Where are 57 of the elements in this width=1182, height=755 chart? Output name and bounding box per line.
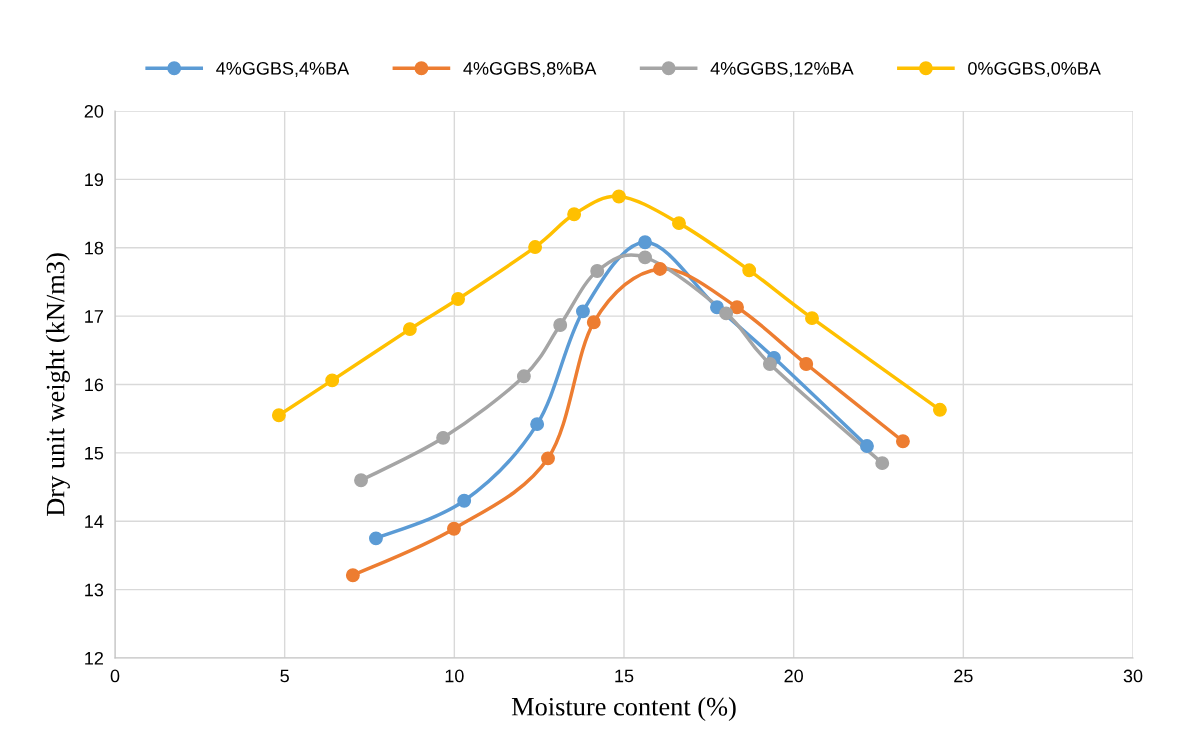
legend-label: 0%GGBS,0%BA bbox=[968, 61, 1101, 77]
point bbox=[710, 300, 724, 315]
point bbox=[354, 473, 368, 488]
y-axis-title: Dry unit weight (kN/m3) bbox=[45, 253, 70, 517]
point bbox=[638, 235, 652, 250]
x-tick-label: 15 bbox=[615, 669, 634, 683]
x-tick-label: 10 bbox=[445, 669, 464, 683]
point bbox=[575, 304, 590, 319]
point bbox=[860, 439, 874, 453]
y-tick-label: 18 bbox=[85, 241, 104, 255]
point bbox=[541, 451, 555, 466]
legend-label: 4%GGBS,8%BA bbox=[463, 61, 597, 77]
point bbox=[638, 250, 652, 265]
point bbox=[799, 357, 814, 371]
y-tick-label: 16 bbox=[85, 378, 104, 392]
point bbox=[895, 434, 910, 449]
x-tick-label: 30 bbox=[1123, 669, 1143, 683]
x-tick-label: 0 bbox=[110, 669, 120, 683]
y-tick-label: 15 bbox=[85, 447, 104, 460]
point bbox=[447, 521, 461, 536]
point bbox=[530, 417, 545, 432]
legend-label: 4%GGBS,12%BA bbox=[710, 61, 854, 77]
point bbox=[567, 207, 582, 222]
point bbox=[611, 189, 626, 204]
x-tick-label: 20 bbox=[784, 669, 803, 683]
y-tick-label: 13 bbox=[85, 583, 104, 597]
point bbox=[271, 408, 286, 423]
point bbox=[730, 300, 744, 315]
x-tick-label: 25 bbox=[954, 669, 973, 683]
y-tick-label: 20 bbox=[84, 104, 104, 118]
point bbox=[528, 240, 543, 255]
point bbox=[436, 430, 451, 445]
y-tick-label: 17 bbox=[85, 310, 103, 323]
legend-label: 4%GGBS,4%BA bbox=[216, 61, 350, 77]
point bbox=[805, 311, 819, 326]
y-tick-label: 14 bbox=[85, 515, 104, 528]
y-tick-label: 12 bbox=[85, 651, 103, 665]
point bbox=[451, 292, 466, 306]
point bbox=[457, 493, 472, 508]
point bbox=[932, 402, 947, 417]
y-tick-label: 19 bbox=[85, 173, 104, 187]
point bbox=[742, 263, 757, 278]
point bbox=[672, 216, 686, 231]
x-axis-title: Moisture content (%) bbox=[511, 697, 736, 721]
point bbox=[875, 456, 890, 471]
point bbox=[369, 531, 383, 546]
point bbox=[590, 264, 605, 278]
point bbox=[586, 315, 601, 330]
x-tick-label: 5 bbox=[280, 669, 289, 683]
point bbox=[762, 357, 777, 371]
point bbox=[719, 306, 734, 321]
point bbox=[653, 262, 667, 276]
point bbox=[345, 568, 360, 583]
point bbox=[325, 373, 340, 388]
point bbox=[553, 318, 568, 332]
point bbox=[402, 322, 417, 337]
point bbox=[516, 369, 531, 384]
